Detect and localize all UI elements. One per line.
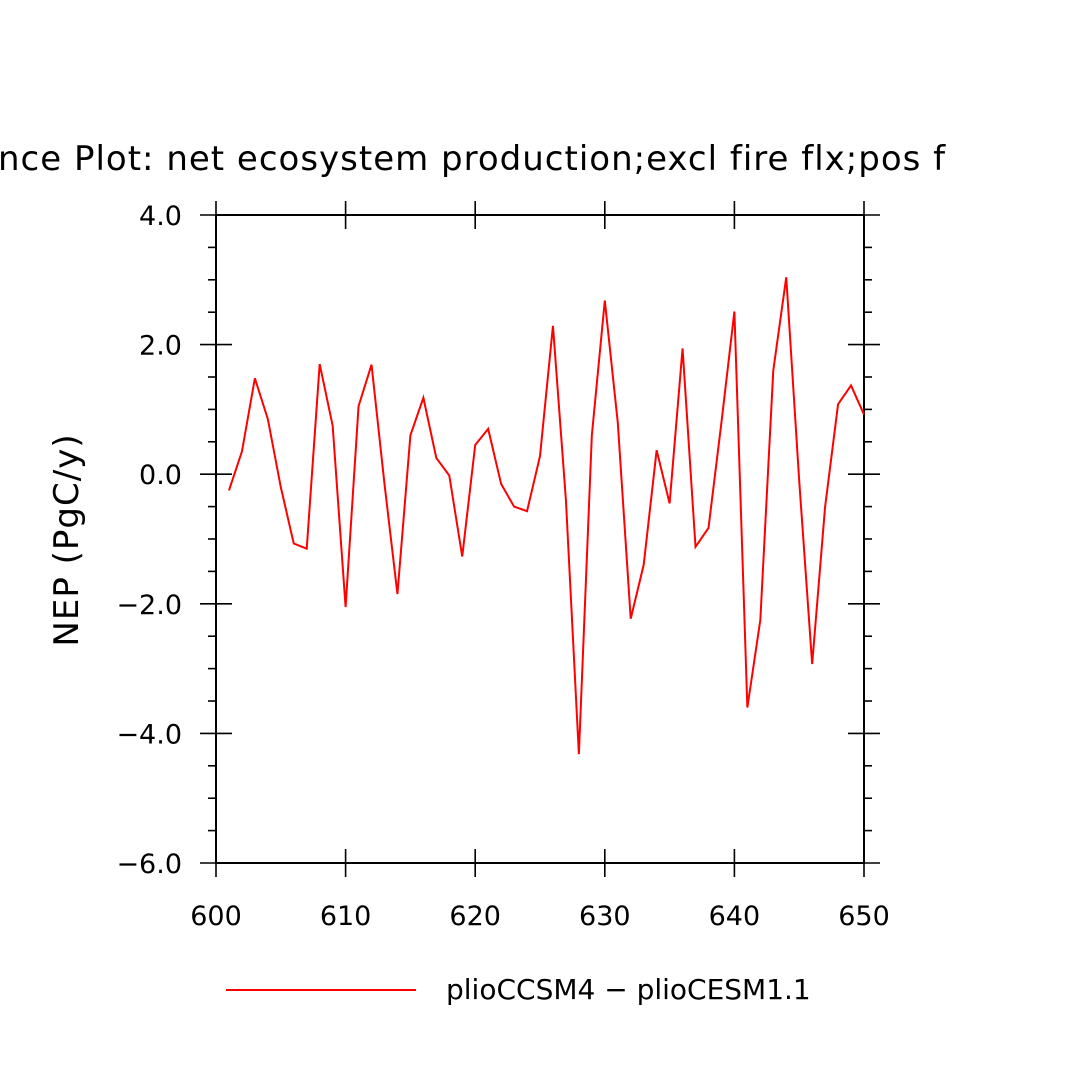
- x-tick-label: 640: [709, 901, 761, 932]
- x-tick-label: 600: [190, 901, 242, 932]
- y-tick-label: −2.0: [116, 590, 182, 621]
- legend-label: plioCCSM4 − plioCESM1.1: [446, 973, 811, 1006]
- legend: plioCCSM4 − plioCESM1.1: [226, 973, 811, 1006]
- x-tick-label: 650: [838, 901, 890, 932]
- y-tick-label: 2.0: [139, 331, 182, 362]
- tick-labels: 600 610 620 630 640 650 4.0 2.0 0.0 −2.0 −4.0 −6.0: [116, 201, 889, 932]
- x-tick-label: 630: [579, 901, 631, 932]
- x-tick-label: 610: [320, 901, 372, 932]
- chart-title: nce Plot: net ecosystem production;excl …: [0, 139, 946, 179]
- y-tick-label: −4.0: [116, 719, 182, 750]
- y-axis-label-group: NEP (PgC/y): [47, 433, 87, 646]
- y-tick-label: 4.0: [139, 201, 182, 232]
- y-tick-label: 0.0: [139, 460, 182, 491]
- plot-frame: [215, 214, 865, 864]
- y-axis-label: NEP (PgC/y): [47, 433, 87, 646]
- x-tick-label: 620: [449, 901, 501, 932]
- series-line: [228, 277, 865, 755]
- axis-ticks: [200, 201, 880, 877]
- y-tick-label: −6.0: [116, 849, 182, 880]
- series-layer: [228, 277, 865, 755]
